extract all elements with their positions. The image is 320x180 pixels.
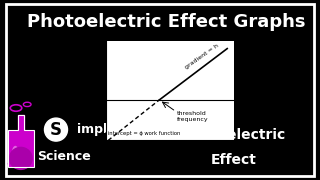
Text: S: S — [50, 121, 62, 139]
Polygon shape — [8, 130, 34, 167]
Text: Photoelectric: Photoelectric — [181, 128, 286, 142]
Text: Ek/e: Ek/e — [93, 31, 108, 37]
Text: Photoelectric Effect Graphs: Photoelectric Effect Graphs — [27, 13, 306, 31]
Text: f/Hz: f/Hz — [236, 97, 250, 103]
Text: gradient = h: gradient = h — [184, 43, 220, 70]
Text: y intercept = ϕ work function: y intercept = ϕ work function — [103, 131, 180, 136]
Text: Science: Science — [37, 150, 91, 163]
Text: imple: imple — [77, 123, 116, 136]
Ellipse shape — [8, 159, 34, 169]
Text: Effect: Effect — [211, 153, 257, 167]
Text: threshold
frequency: threshold frequency — [177, 111, 209, 122]
Ellipse shape — [9, 147, 33, 170]
Ellipse shape — [12, 146, 19, 160]
Polygon shape — [18, 115, 24, 130]
